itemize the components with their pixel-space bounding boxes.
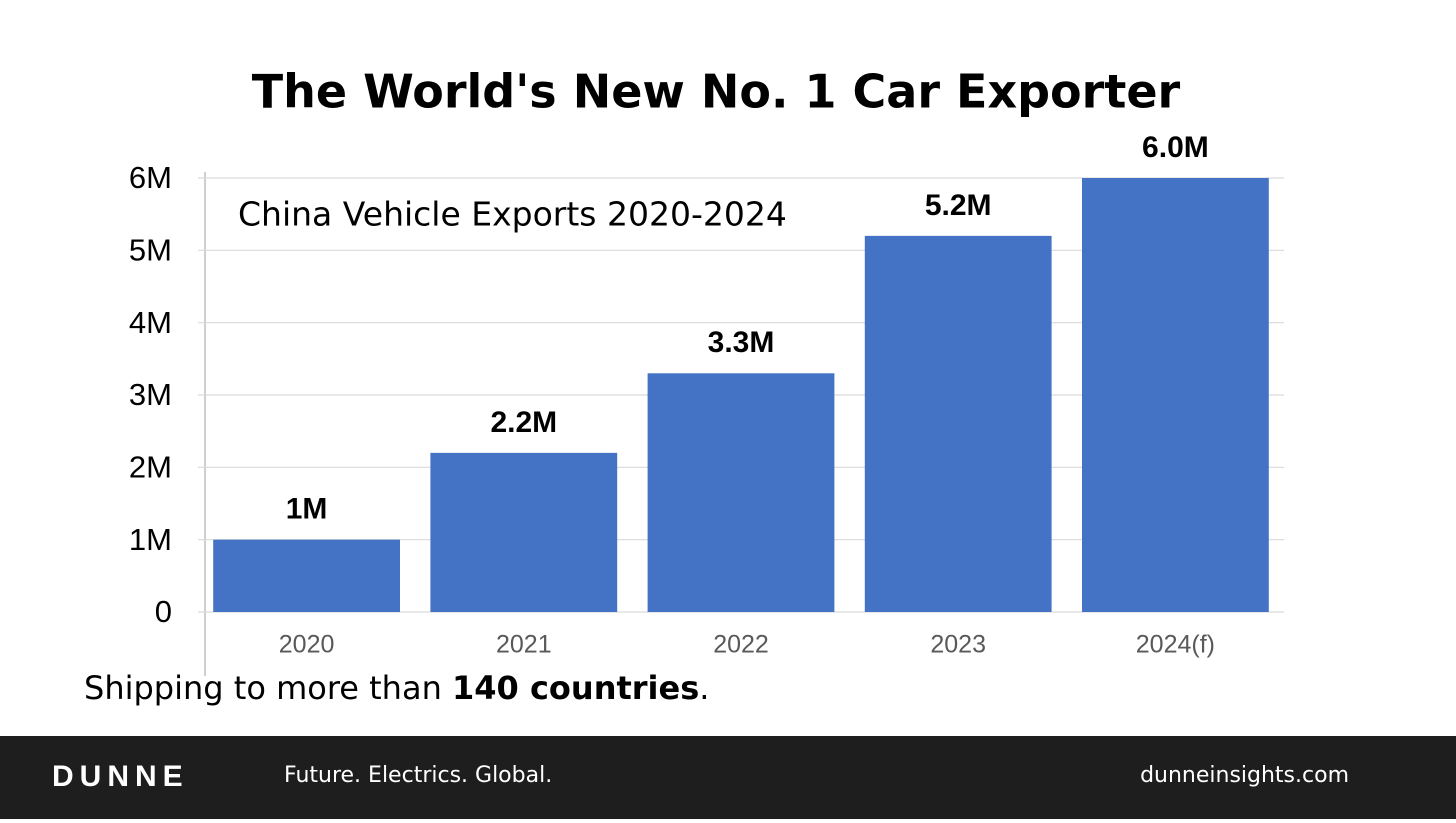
value-label: 6.0M xyxy=(1142,131,1209,164)
value-label: 3.3M xyxy=(708,326,775,359)
bar xyxy=(213,539,400,612)
caption-text: Shipping to more than xyxy=(84,669,452,707)
plot: 0 1M 2M 3M 4M 5M 6M 2020 1M 2021 2.2M 2022 3.3M 2023 5… xyxy=(129,131,1284,659)
caption: Shipping to more than 140 countries. xyxy=(84,669,709,707)
tagline: Future. Electrics. Global. xyxy=(284,763,552,788)
x-tick-label: 2024(f) xyxy=(1136,631,1215,659)
bar xyxy=(430,452,618,612)
value-label: 5.2M xyxy=(925,189,992,222)
x-tick-label: 2022 xyxy=(713,631,769,659)
bar xyxy=(647,373,835,612)
value-label: 1M xyxy=(286,493,328,526)
bar xyxy=(864,235,1052,612)
chart-title: The World's New No. 1 Car Exporter xyxy=(252,65,1181,119)
y-tick-label: 1M xyxy=(129,522,172,557)
x-tick-label: 2021 xyxy=(496,631,552,659)
y-tick-label: 2M xyxy=(129,450,172,485)
footer-bar xyxy=(0,736,1456,819)
y-tick-label: 4M xyxy=(129,305,172,340)
footer-url: dunneinsights.com xyxy=(1140,763,1349,788)
brand-logo: DUNNE xyxy=(52,760,189,793)
y-tick-label: 3M xyxy=(129,377,172,412)
caption-bold: 140 countries xyxy=(452,669,699,707)
caption-text: . xyxy=(699,669,709,707)
y-tick-label: 6M xyxy=(129,160,172,195)
value-label: 2.2M xyxy=(490,406,557,439)
y-tick-label: 0 xyxy=(155,594,172,629)
bar xyxy=(1082,178,1269,612)
x-tick-label: 2023 xyxy=(930,631,986,659)
x-tick-label: 2020 xyxy=(279,631,335,659)
annotation: China Vehicle Exports 2020-2024 xyxy=(238,195,787,234)
y-tick-label: 5M xyxy=(129,233,172,268)
